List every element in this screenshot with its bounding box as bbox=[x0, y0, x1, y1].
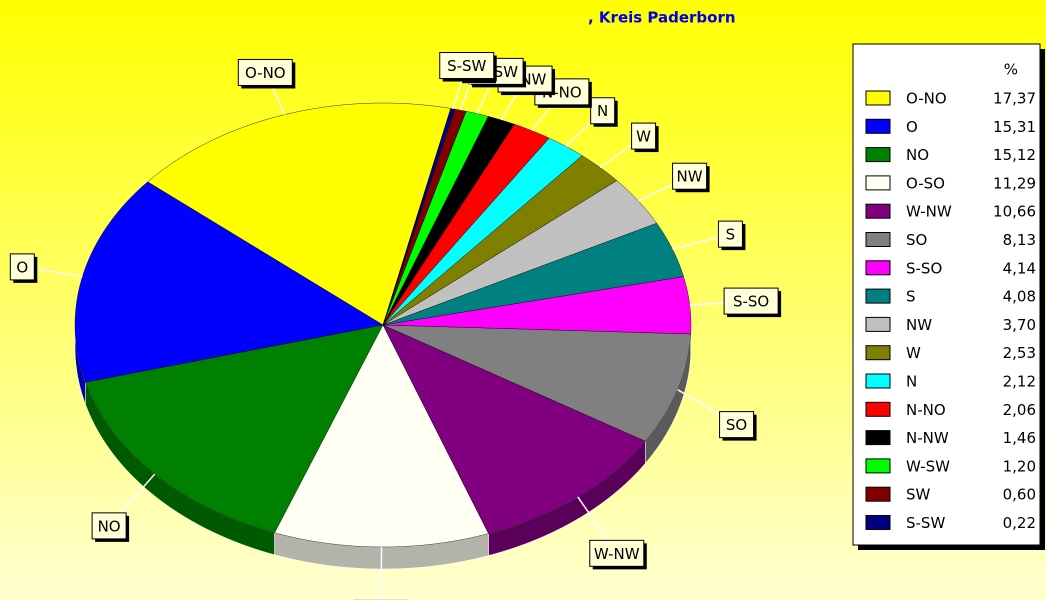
legend-value: 15,12 bbox=[993, 146, 1036, 164]
legend-swatch bbox=[865, 316, 891, 332]
legend-swatch bbox=[865, 430, 891, 446]
data-label: W-NW bbox=[594, 545, 640, 563]
legend-label: N bbox=[906, 373, 917, 391]
legend-label: SO bbox=[906, 231, 927, 249]
legend-label: S bbox=[906, 288, 916, 306]
legend-value: 0,60 bbox=[1003, 486, 1036, 504]
data-label: S-SO bbox=[733, 293, 769, 311]
slice bbox=[382, 324, 646, 534]
legend-swatch bbox=[865, 175, 891, 191]
legend-value: 2,12 bbox=[1003, 373, 1036, 391]
chart-title: , Kreis Paderborn bbox=[588, 9, 736, 27]
legend-value: 1,20 bbox=[1003, 457, 1036, 475]
slice bbox=[85, 324, 384, 534]
data-label: SO bbox=[726, 416, 747, 434]
label-box bbox=[590, 97, 616, 125]
legend-swatch bbox=[865, 345, 891, 361]
legend-swatch bbox=[865, 147, 891, 163]
slice bbox=[382, 155, 618, 326]
legend-label: S-SO bbox=[906, 259, 942, 277]
label-box bbox=[237, 58, 293, 86]
legend-value: 4,08 bbox=[1003, 288, 1036, 306]
legend-swatch bbox=[865, 486, 891, 502]
data-label: NO bbox=[98, 517, 121, 535]
legend-title: % bbox=[1004, 61, 1018, 79]
legend-value: 3,70 bbox=[1003, 316, 1036, 334]
slice bbox=[74, 181, 384, 383]
data-label: N bbox=[597, 102, 608, 120]
legend-swatch bbox=[865, 373, 891, 389]
legend-value: 10,66 bbox=[993, 203, 1036, 221]
legend-swatch bbox=[865, 288, 891, 304]
label-box bbox=[719, 411, 755, 439]
label-box bbox=[723, 287, 779, 315]
legend-swatch bbox=[865, 90, 891, 106]
legend-swatch bbox=[865, 515, 891, 530]
legend-swatch bbox=[865, 260, 891, 276]
legend-label: O-SO bbox=[906, 174, 945, 192]
data-label: NW bbox=[677, 168, 703, 186]
legend-value: 8,13 bbox=[1003, 231, 1036, 249]
legend-value: 11,29 bbox=[993, 174, 1036, 192]
slice bbox=[382, 276, 692, 335]
legend-value: 4,14 bbox=[1003, 259, 1036, 277]
legend-swatch bbox=[865, 458, 891, 474]
legend-label: O-NO bbox=[906, 90, 947, 108]
slice bbox=[274, 324, 489, 548]
label-box bbox=[9, 253, 35, 281]
legend-label: NO bbox=[906, 146, 929, 164]
legend-value: 1,46 bbox=[1003, 429, 1036, 447]
label-box bbox=[717, 220, 743, 248]
legend-label: SW bbox=[906, 486, 931, 504]
legend-label: N-NW bbox=[906, 429, 949, 447]
slice bbox=[382, 222, 684, 326]
data-label: S bbox=[726, 226, 736, 244]
legend-swatch bbox=[865, 232, 891, 247]
data-label: O bbox=[16, 258, 28, 276]
legend-swatch bbox=[865, 118, 891, 134]
label-box bbox=[439, 52, 495, 80]
legend-label: NW bbox=[906, 316, 932, 334]
legend-label: W bbox=[906, 344, 921, 362]
legend-value: 2,53 bbox=[1003, 344, 1036, 362]
legend-value: 17,37 bbox=[993, 90, 1036, 108]
legend-value: 0,22 bbox=[1003, 514, 1036, 532]
label-box bbox=[589, 539, 645, 567]
label-box bbox=[631, 122, 657, 150]
legend-swatch bbox=[865, 401, 891, 417]
data-label: W bbox=[636, 128, 651, 146]
legend-label: O bbox=[906, 118, 918, 136]
data-label: O-NO bbox=[245, 64, 286, 82]
legend-swatch bbox=[865, 203, 891, 219]
legend-label: W-NW bbox=[906, 203, 952, 221]
label-box bbox=[672, 162, 708, 190]
data-label: S-SW bbox=[447, 57, 486, 75]
legend-value: 2,06 bbox=[1003, 401, 1036, 419]
legend-label: S-SW bbox=[906, 514, 945, 532]
legend-label: N-NO bbox=[906, 401, 946, 419]
label-box bbox=[91, 512, 127, 540]
legend-value: 15,31 bbox=[993, 118, 1036, 136]
slice bbox=[382, 324, 691, 442]
legend-label: W-SW bbox=[906, 457, 950, 475]
